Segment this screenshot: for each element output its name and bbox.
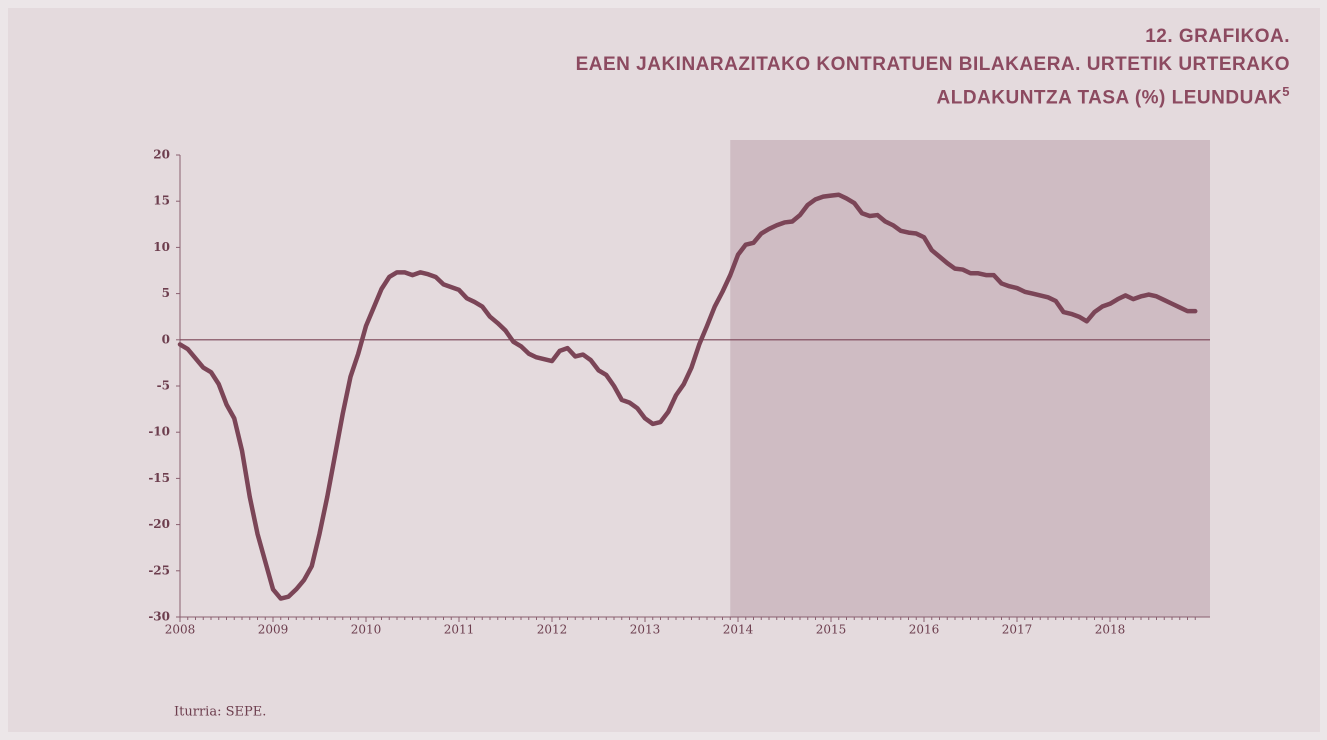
x-tick-label: 2012: [537, 623, 568, 637]
y-tick-label: -5: [157, 379, 170, 393]
y-tick-label: 5: [162, 286, 170, 300]
chart-label: 12. GRAFIKOA.: [1145, 26, 1290, 47]
y-tick-label: -30: [148, 610, 170, 624]
x-tick-label: 2015: [816, 623, 847, 637]
y-tick-label: -25: [148, 563, 170, 577]
chart-title: EAEN JAKINARAZITAKO KONTRATUEN BILAKAERA…: [575, 54, 1290, 75]
x-tick-label: 2008: [165, 623, 196, 637]
footnote-ref: 5: [1282, 84, 1290, 99]
line: [177, 192, 1198, 601]
x-tick-label: 2016: [909, 623, 940, 637]
y-tick-label: 20: [153, 148, 170, 162]
y-tick-label: -15: [148, 471, 170, 485]
x-tick-label: 2010: [351, 623, 382, 637]
y-tick-label: -20: [148, 517, 170, 531]
y-tick-label: 0: [162, 332, 170, 346]
x-tick-label: 2013: [630, 623, 661, 637]
chart-title-line: ALDAKUNTZA TASA (%) LEUNDUAK: [936, 87, 1283, 109]
y-tick-label: 10: [153, 240, 170, 254]
x-tick-label: 2011: [444, 623, 475, 637]
y-tick-label: -10: [148, 425, 170, 439]
x-tick-label: 2009: [258, 623, 289, 637]
x-tick-label: 2018: [1095, 623, 1126, 637]
source: Iturria: SEPE.: [174, 705, 266, 720]
x-tick-label: 2014: [723, 623, 754, 637]
y-tick-label: 15: [153, 194, 170, 208]
shaded-region: [730, 140, 1210, 617]
x-tick-label: 2017: [1002, 623, 1033, 637]
chart-title: ALDAKUNTZA TASA (%) LEUNDUAK5: [937, 84, 1291, 109]
